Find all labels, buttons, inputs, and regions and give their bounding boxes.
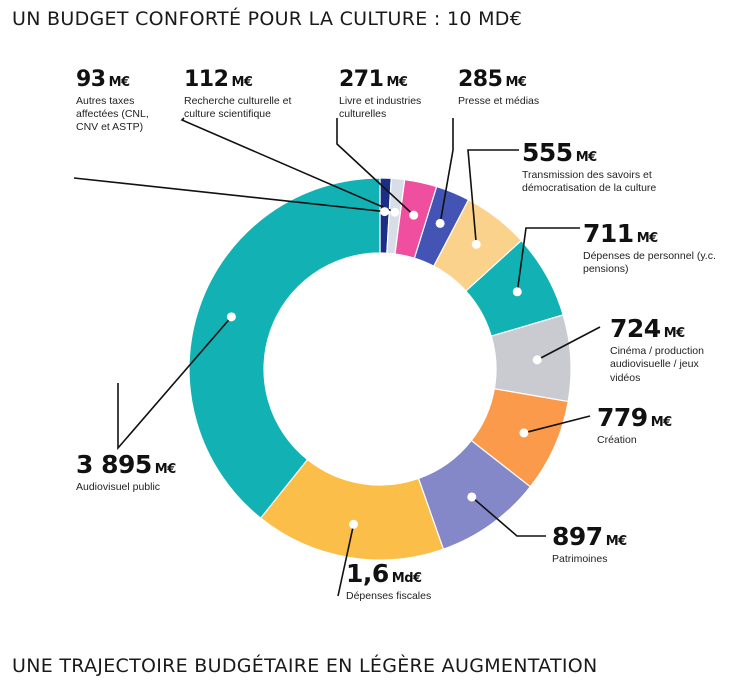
slice-dot-audiovisuel (226, 312, 236, 322)
label-cinema: 724 M€ Cinéma / production audiovisuelle … (610, 313, 730, 385)
value-cinema: 724 (610, 314, 661, 343)
unit-creation: M€ (650, 415, 672, 430)
slice-dot-recherche (390, 207, 400, 217)
desc-recherche: Recherche culturelle et culture scientif… (184, 94, 292, 120)
desc-patrimoines: Patrimoines (552, 553, 608, 566)
desc-creation: Création (597, 434, 637, 447)
label-recherche: 112 M€ Recherche culturelle et culture sc… (184, 66, 314, 121)
leader-line-personnel (516, 227, 580, 292)
desc-personnel: Dépenses de personnel (y.c. pensions) (583, 250, 716, 276)
label-personnel: 711 M€ Dépenses de personnel (y.c. pensio… (583, 218, 723, 277)
slice-dot-transmission (471, 239, 481, 249)
unit-autres-taxes: M€ (108, 75, 130, 90)
unit-audiovisuel: M€ (154, 462, 176, 477)
label-creation: 779 M€ Création (597, 402, 727, 447)
value-livre: 271 (339, 67, 384, 92)
label-patrimoines: 897 M€ Patrimoines (552, 521, 692, 566)
unit-transmission: M€ (575, 150, 597, 165)
unit-recherche: M€ (231, 75, 253, 90)
label-autres-taxes: 93 M€ Autres taxes affectées (CNL, CNV et… (76, 66, 171, 134)
slice-dot-personnel (512, 287, 522, 297)
desc-cinema: Cinéma / production audiovisuelle / jeux… (610, 345, 704, 384)
unit-fiscales: Md€ (391, 571, 422, 586)
label-transmission: 555 M€ Transmission des savoirs et démocr… (522, 137, 722, 196)
chart-title: UN BUDGET CONFORTÉ POUR LA CULTURE : 10 … (12, 8, 523, 30)
value-autres-taxes: 93 (76, 67, 106, 92)
slice-dot-autres_taxes (380, 207, 390, 217)
slice-dot-creation (519, 428, 529, 438)
unit-livre: M€ (386, 75, 408, 90)
leader-line-cinema (536, 326, 601, 361)
value-transmission: 555 (522, 138, 573, 167)
desc-audiovisuel: Audiovisuel public (76, 481, 161, 494)
leader-line-livre (336, 118, 415, 216)
leader-line-patrimoines (471, 496, 546, 537)
leader-line-transmission (467, 149, 519, 245)
leader-line-audiovisuel (117, 316, 232, 451)
next-section-title: UNE TRAJECTOIRE BUDGÉTAIRE EN LÉGÈRE AUG… (12, 655, 598, 677)
unit-patrimoines: M€ (605, 534, 627, 549)
label-fiscales: 1,6 Md€ Dépenses fiscales (346, 558, 486, 603)
desc-presse: Presse et médias (458, 94, 540, 107)
slice-dot-cinema (532, 355, 542, 365)
leader-line-autres_taxes (73, 177, 385, 213)
leader-line-fiscales (337, 524, 355, 597)
slice-dot-presse (435, 218, 445, 228)
slice-dot-patrimoines (467, 492, 477, 502)
value-patrimoines: 897 (552, 522, 603, 551)
donut-slice-audiovisuel (188, 177, 381, 519)
value-recherche: 112 (184, 67, 229, 92)
value-fiscales: 1,6 (346, 559, 389, 588)
slice-dot-livre (409, 210, 419, 220)
desc-autres-taxes: Autres taxes affectées (CNL, CNV et ASTP… (76, 94, 149, 133)
leader-line-creation (523, 415, 591, 434)
unit-presse: M€ (505, 75, 527, 90)
value-personnel: 711 (583, 219, 634, 248)
unit-personnel: M€ (636, 231, 658, 246)
desc-fiscales: Dépenses fiscales (346, 590, 432, 603)
unit-cinema: M€ (663, 326, 685, 341)
desc-livre: Livre et industries culturelles (339, 94, 422, 120)
label-livre: 271 M€ Livre et industries culturelles (339, 66, 444, 121)
label-presse: 285 M€ Presse et médias (458, 66, 588, 108)
desc-transmission: Transmission des savoirs et démocratisat… (522, 169, 657, 195)
leader-line-presse (439, 118, 454, 224)
label-audiovisuel: 3 895 M€ Audiovisuel public (76, 449, 226, 494)
value-audiovisuel: 3 895 (76, 450, 152, 479)
value-presse: 285 (458, 67, 503, 92)
slice-dot-fiscales (349, 519, 359, 529)
leader-line-recherche (180, 117, 396, 213)
value-creation: 779 (597, 403, 648, 432)
